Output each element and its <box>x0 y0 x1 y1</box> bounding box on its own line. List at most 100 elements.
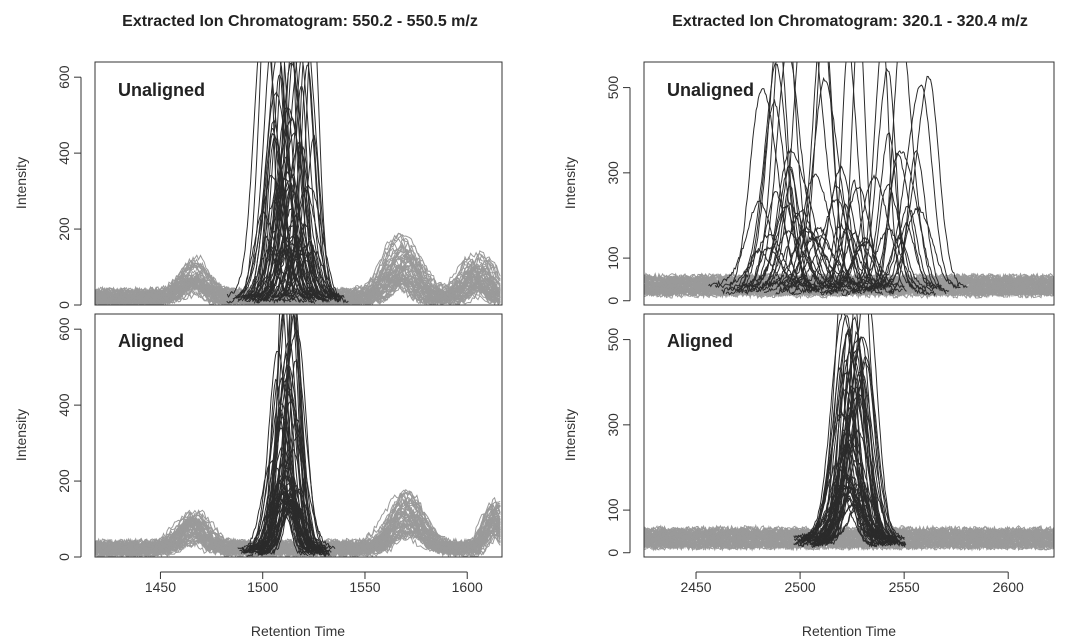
background-trace <box>95 500 501 556</box>
left-top-y-axis-label: Intensity <box>13 157 29 209</box>
background-trace <box>95 251 501 300</box>
target-trace <box>827 241 897 289</box>
background-trace <box>644 275 1054 287</box>
target-trace <box>879 75 968 290</box>
target-trace <box>768 212 829 288</box>
y-tick-label: 500 <box>605 76 621 100</box>
background-trace <box>644 537 1054 549</box>
y-tick-label: 0 <box>605 549 621 557</box>
left-unaligned-panel: Unaligned 0 200 400 600 <box>56 61 503 309</box>
right-aligned-plot-frame <box>643 313 1055 558</box>
right-x-axis-label: Retention Time <box>802 623 896 639</box>
left-aligned-y-axis: 0 200 400 600 <box>56 317 82 561</box>
right-chart-title: Extracted Ion Chromatogram: 320.1 - 320.… <box>672 13 1028 30</box>
y-tick-label: 300 <box>605 413 621 437</box>
y-tick-label: 100 <box>605 498 621 522</box>
right-unaligned-panel: Unaligned 0 100 300 500 <box>605 61 1055 306</box>
x-tick-label: 1500 <box>247 579 278 595</box>
x-tick-label: 1550 <box>349 579 380 595</box>
target-trace <box>243 127 301 297</box>
target-trace <box>275 86 324 299</box>
target-trace <box>245 175 315 300</box>
right-top-y-axis-label: Intensity <box>562 157 578 209</box>
left-aligned-plot-frame <box>94 313 503 558</box>
target-trace <box>256 253 341 299</box>
target-trace <box>730 98 820 293</box>
target-trace <box>741 201 842 288</box>
target-trace <box>816 314 906 548</box>
y-tick-label: 600 <box>56 317 72 341</box>
target-trace <box>257 378 302 556</box>
y-tick-label: 200 <box>56 469 72 493</box>
target-trace <box>755 164 820 293</box>
right-unaligned-plot-frame <box>643 61 1055 306</box>
y-tick-label: 0 <box>605 297 621 305</box>
target-trace <box>862 150 950 294</box>
target-trace <box>248 403 314 551</box>
y-tick-label: 400 <box>56 141 72 165</box>
right-x-axis: 2450 2500 2550 2600 <box>680 571 1024 595</box>
target-trace <box>750 165 828 288</box>
left-aligned-label: Aligned <box>118 331 184 351</box>
target-trace <box>813 388 887 543</box>
target-trace <box>279 145 321 302</box>
background-trace <box>644 532 1054 543</box>
left-aligned-panel: Aligned 0 200 400 600 1450 1500 1550 1600 <box>56 313 503 595</box>
y-tick-label: 400 <box>56 393 72 417</box>
target-trace <box>272 314 315 554</box>
right-aligned-label: Aligned <box>667 331 733 351</box>
right-aligned-traces <box>644 314 1054 552</box>
x-tick-label: 2450 <box>680 579 711 595</box>
target-trace <box>237 459 323 552</box>
target-trace <box>266 358 323 554</box>
y-tick-label: 500 <box>605 328 621 352</box>
target-trace <box>834 62 883 292</box>
background-trace <box>644 285 1054 297</box>
left-unaligned-y-axis: 0 200 400 600 <box>56 65 82 309</box>
target-trace <box>869 205 942 290</box>
background-trace <box>644 272 1054 283</box>
target-trace <box>795 165 888 290</box>
target-trace <box>870 152 935 292</box>
target-trace <box>232 174 307 300</box>
right-aligned-y-axis: 0 100 300 500 <box>605 328 631 557</box>
right-bottom-y-axis-label: Intensity <box>562 409 578 461</box>
background-trace <box>95 519 501 552</box>
left-x-axis-label: Retention Time <box>251 623 345 639</box>
left-bottom-y-axis-label: Intensity <box>13 409 29 461</box>
y-tick-label: 300 <box>605 161 621 185</box>
right-unaligned-label: Unaligned <box>667 80 754 100</box>
target-trace <box>257 314 331 556</box>
y-tick-label: 0 <box>56 301 72 309</box>
target-trace <box>263 62 340 300</box>
left-unaligned-traces <box>95 62 501 305</box>
left-aligned-traces <box>95 314 501 557</box>
x-tick-label: 1600 <box>452 579 483 595</box>
left-unaligned-plot-frame <box>94 61 503 306</box>
target-trace <box>793 492 896 540</box>
right-unaligned-y-axis: 0 100 300 500 <box>605 76 631 305</box>
y-tick-label: 600 <box>56 65 72 89</box>
target-trace <box>778 76 879 287</box>
target-trace <box>725 247 802 296</box>
x-tick-label: 1450 <box>145 579 176 595</box>
target-trace <box>238 62 315 297</box>
y-tick-label: 100 <box>605 246 621 270</box>
target-trace <box>815 222 871 291</box>
left-x-axis: 1450 1500 1550 1600 <box>145 571 483 595</box>
left-unaligned-label: Unaligned <box>118 80 205 100</box>
right-aligned-panel: Aligned 0 100 300 500 2450 2500 2550 2600 <box>605 313 1055 595</box>
target-trace <box>248 132 308 303</box>
target-trace <box>256 62 338 299</box>
target-trace <box>265 434 324 549</box>
target-trace <box>825 330 885 537</box>
target-trace <box>888 149 947 296</box>
target-trace <box>740 246 807 294</box>
target-trace <box>770 226 862 287</box>
target-trace <box>247 249 314 299</box>
y-tick-label: 0 <box>56 553 72 561</box>
x-tick-label: 2600 <box>993 579 1024 595</box>
target-trace <box>257 500 330 556</box>
y-tick-label: 200 <box>56 217 72 241</box>
